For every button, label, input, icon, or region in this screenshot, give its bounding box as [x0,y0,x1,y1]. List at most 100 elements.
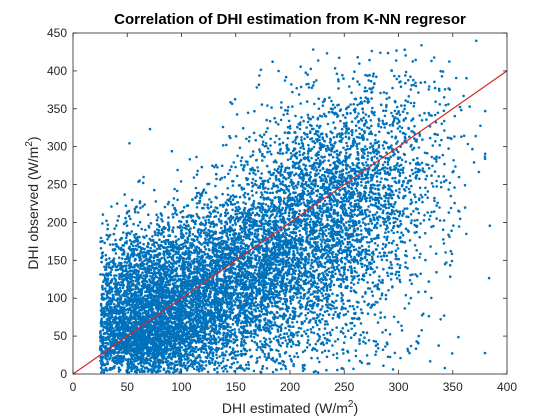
scatter-point [220,226,223,230]
scatter-point [168,252,172,255]
scatter-point [120,266,124,269]
scatter-point [134,210,137,214]
scatter-point [167,216,170,219]
scatter-point [235,367,239,370]
scatter-point [121,273,125,277]
scatter-point [256,306,260,310]
scatter-point [137,283,141,286]
scatter-point [145,306,148,309]
scatter-point [187,249,190,252]
scatter-point [190,314,193,318]
scatter-point [274,335,278,339]
scatter-point [186,287,190,290]
scatter-point [270,327,274,330]
scatter-point [260,172,264,175]
scatter-point [285,345,289,348]
scatter-point [110,278,114,281]
scatter-point [133,259,137,262]
scatter-point [200,350,203,354]
scatter-point [164,226,167,230]
scatter-point [194,300,197,304]
scatter-point [261,345,265,349]
scatter-point [137,306,140,309]
scatter-point [281,302,285,306]
scatter-point [142,274,145,277]
scatter-point [191,242,194,245]
scatter-point [118,300,122,304]
scatter-point [171,290,175,294]
scatter-point [195,257,199,261]
scatter-point [142,279,145,283]
scatter-point [204,360,208,363]
scatter-point [130,242,133,246]
scatter-point [137,211,140,214]
scatter-point [278,165,281,168]
scatter-point [126,270,130,274]
scatter-point [228,233,232,237]
scatter-point [184,299,188,302]
scatter-point [449,249,453,253]
scatter-point [266,319,270,322]
scatter-point [217,336,220,339]
scatter-point [183,241,186,245]
scatter-point [240,156,244,159]
scatter-point [216,361,220,365]
scatter-point [222,357,225,360]
scatter-point [118,273,121,276]
scatter-point [264,346,267,349]
scatter-point [111,293,115,297]
scatter-point [316,323,319,327]
scatter-point [173,278,176,282]
scatter-point [225,350,228,353]
scatter-point [118,256,121,260]
scatter-point [148,278,151,281]
scatter-point [203,203,206,206]
scatter-point [139,294,142,297]
scatter-point [217,301,221,304]
scatter-point [295,320,299,324]
scatter-point [176,168,179,172]
scatter-point [245,324,249,327]
scatter-point [292,317,296,321]
scatter-point [231,322,235,326]
scatter-point [165,238,169,242]
scatter-point [158,238,161,241]
scatter-point [171,242,175,246]
scatter-point [142,315,145,318]
scatter-point [251,211,255,214]
scatter-point [226,358,229,362]
scatter-point [105,280,109,284]
scatter-point [201,273,205,276]
scatter-point [195,202,199,205]
scatter-point [213,331,217,335]
scatter-point [124,267,128,270]
scatter-point [230,309,233,312]
scatter-point [191,363,195,366]
scatter-point [191,305,194,309]
scatter-point [284,294,287,298]
scatter-point [210,346,213,349]
scatter-point [296,296,299,299]
scatter-point [179,235,183,239]
scatter-point [145,252,148,255]
scatter-point [288,316,291,320]
scatter-point [125,242,128,245]
scatter-point [100,256,103,260]
scatter-point [135,237,139,240]
scatter-point [191,321,195,324]
scatter-point [125,278,129,282]
scatter-point [109,270,112,274]
scatter-point [140,227,143,231]
scatter-point [354,354,358,358]
scatter-point [104,268,108,271]
scatter-point [124,258,127,261]
scatter-point [106,274,110,278]
scatter-point [175,262,178,265]
scatter-point [134,287,137,291]
scatter-point [110,205,113,208]
scatter-point [193,265,196,268]
scatter-point [166,256,169,259]
scatter-point [149,239,153,242]
scatter-point [189,279,193,283]
scatter-point [139,288,142,291]
